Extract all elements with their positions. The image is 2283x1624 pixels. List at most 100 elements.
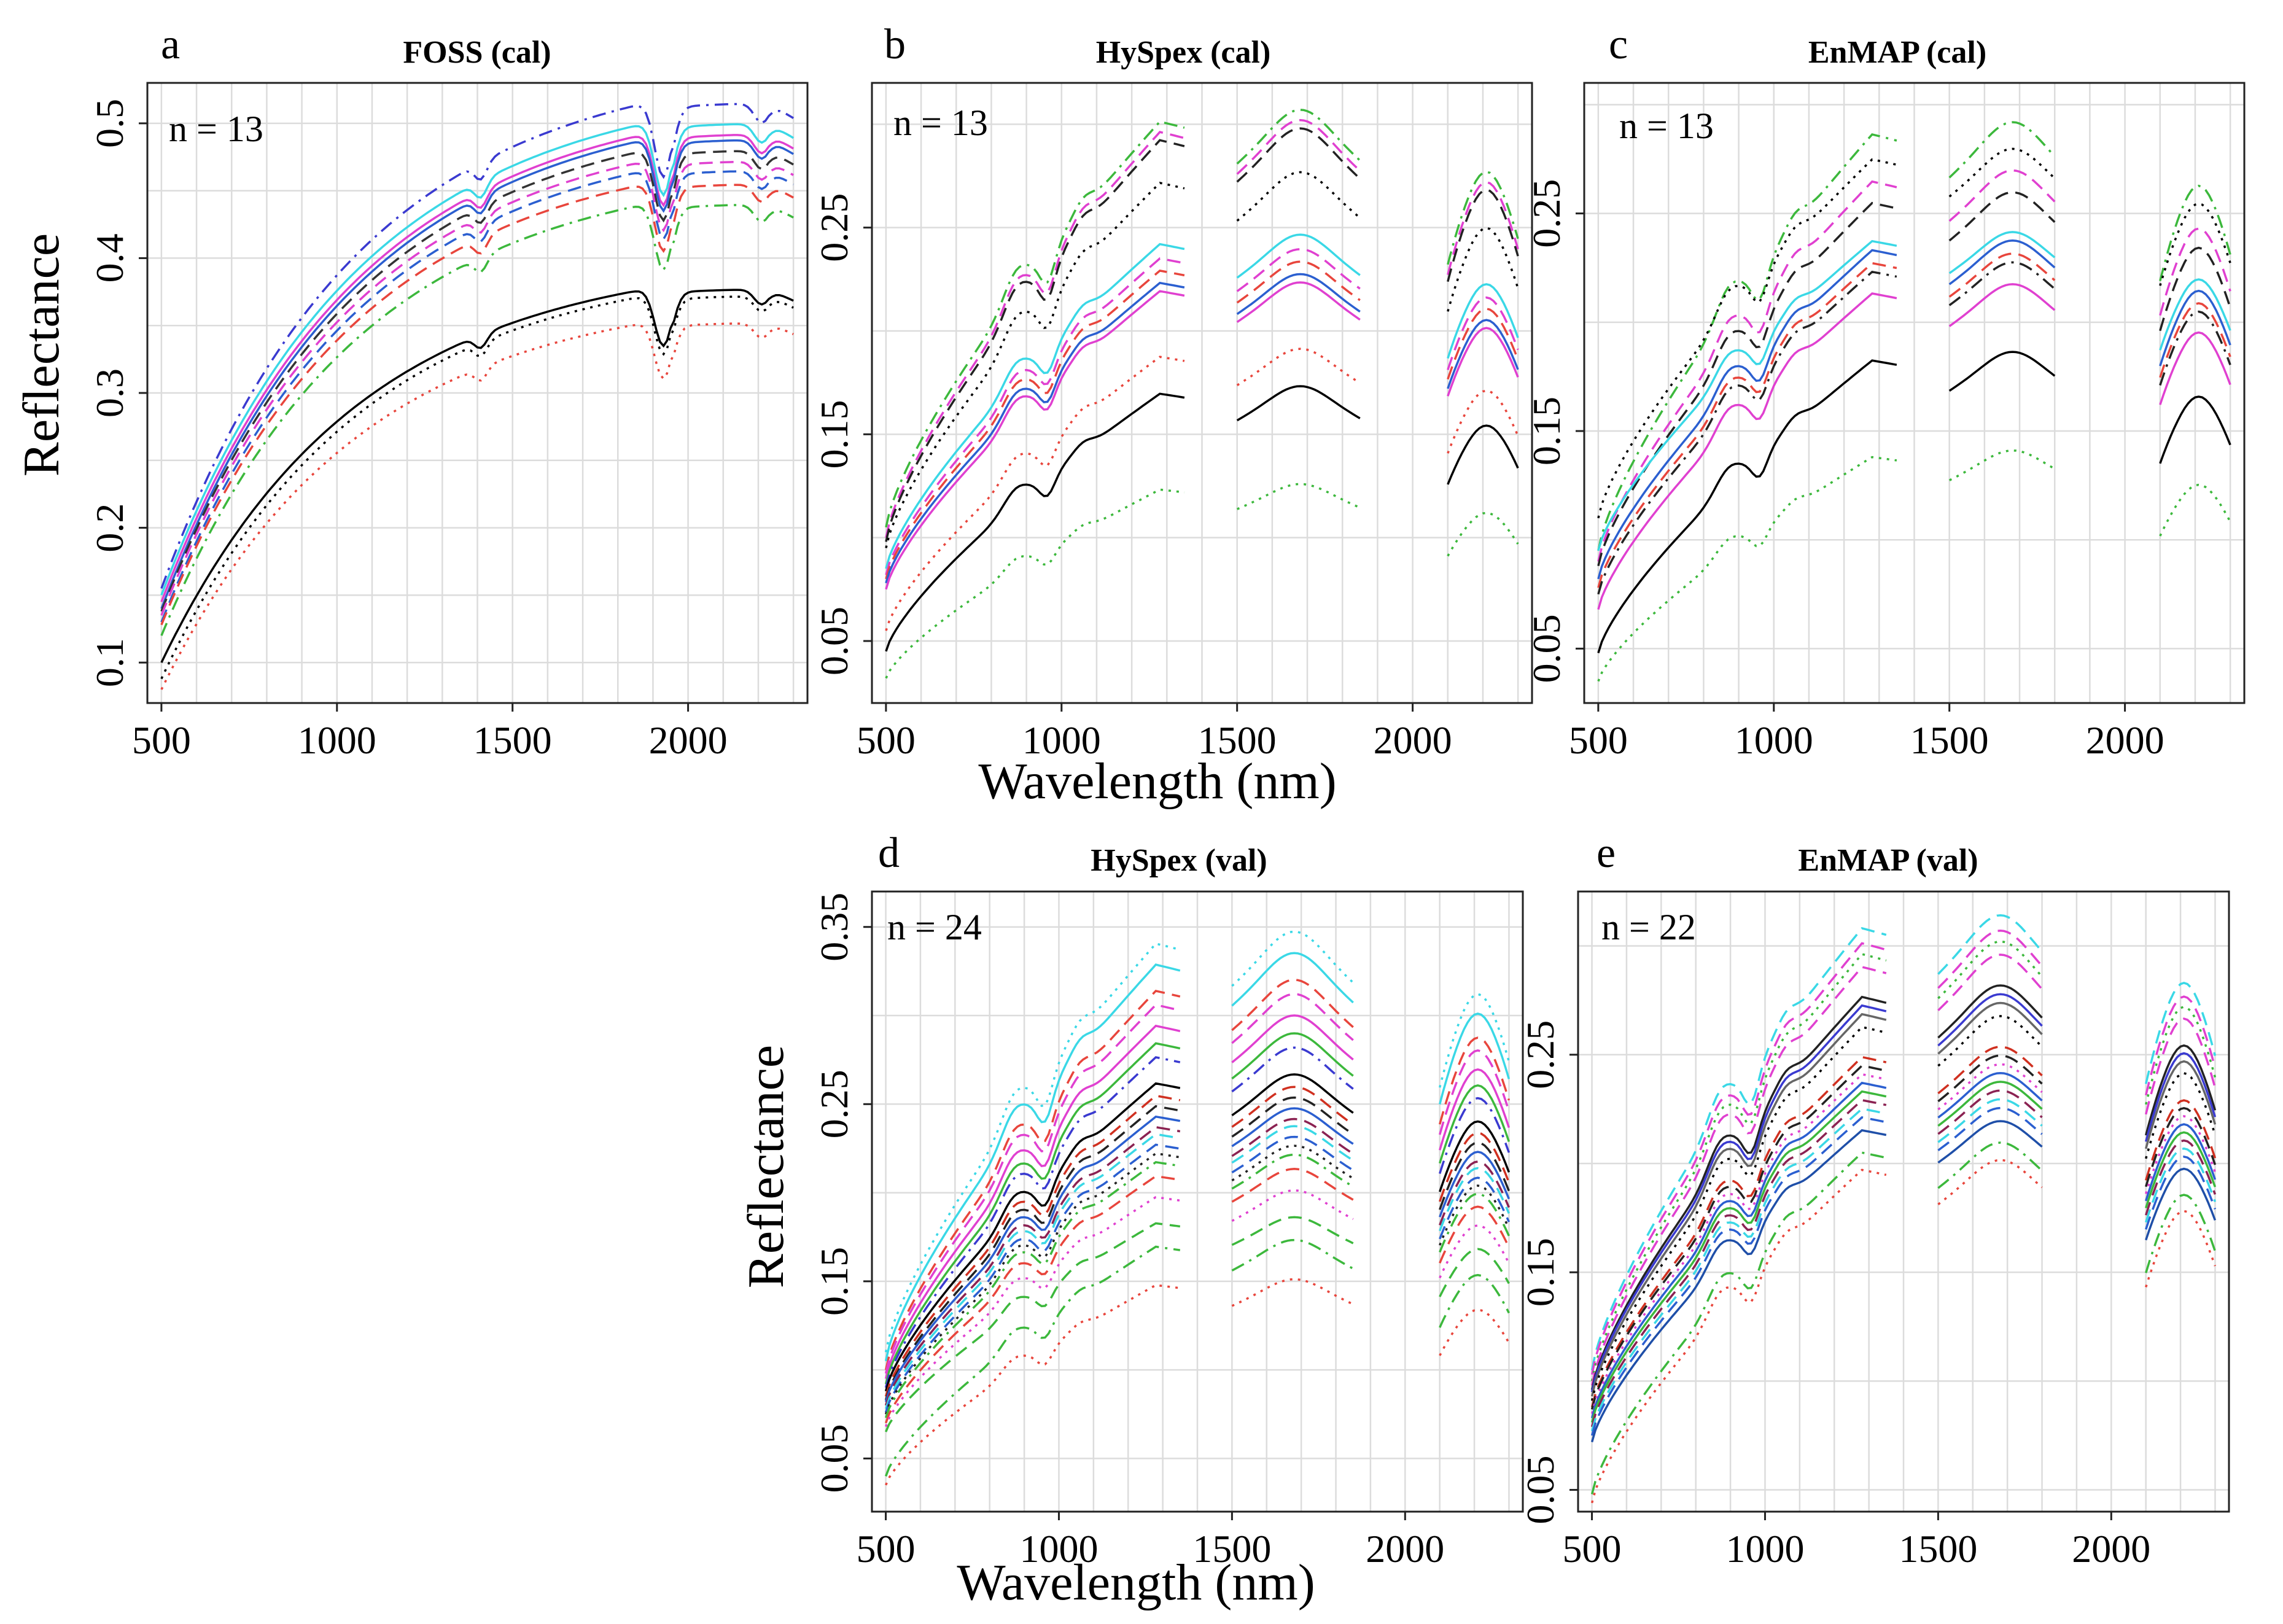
y-tick-label: 0.1 (88, 638, 131, 687)
x-tick-label: 500 (857, 718, 916, 762)
y-tick-label: 0.15 (1519, 1238, 1562, 1307)
series-line-s11 (1948, 449, 2056, 481)
series-line-s5 (2159, 278, 2231, 351)
series-line-s10 (1447, 389, 1519, 454)
panel-c-frame (1583, 82, 2246, 704)
series-line-s7 (885, 270, 1185, 580)
series-line-s3 (1937, 940, 2043, 1000)
series-line-s11 (1447, 424, 1519, 485)
series-line-s12 (1231, 1117, 1354, 1157)
y-tick-label: 0.25 (1519, 1020, 1562, 1089)
panel-a: 500 1000 1500 2000 0.1 0.2 0.3 0.4 0.5 a FOSS (c… (88, 21, 809, 762)
series-line-s7 (1948, 252, 2056, 298)
series-line-s1 (1597, 133, 1897, 551)
panel-e: 500 1000 1500 2000 0.05 0.15 0.25 e EnMAP (val… (1519, 829, 2230, 1571)
series-line-s8 (1231, 1073, 1354, 1117)
x-tick-label: 2000 (2086, 718, 2164, 762)
y-tick-label: 0.15 (812, 1247, 856, 1316)
series-line-s1 (884, 942, 1181, 1353)
series-line-s6 (2145, 1052, 2217, 1142)
series-line-s3 (1236, 127, 1361, 183)
series-line-s9 (1231, 1086, 1354, 1128)
x-tick-label: 1000 (1019, 1527, 1098, 1571)
series-line-s20 (1231, 1238, 1354, 1272)
series-line-s3 (2159, 227, 2231, 316)
panel-b: 500 1000 1500 2000 0.05 0.15 0.25 b HySpex (ca… (812, 21, 1533, 762)
series-line-s8 (1236, 273, 1361, 315)
x-axis-title-bottom: Wavelength (nm) (957, 1554, 1315, 1611)
series-line-s18 (1231, 1189, 1354, 1222)
series-line-s10 (1236, 348, 1361, 386)
series-line-s13 (884, 1133, 1181, 1410)
y-tick-label: 0.05 (812, 1424, 856, 1493)
x-tick-label: 1000 (298, 718, 376, 762)
panel-b-curves (885, 109, 1519, 679)
series-line-s6 (2159, 289, 2231, 367)
series-line-s1 (2159, 184, 2231, 282)
series-line-s16 (884, 1160, 1181, 1418)
series-line-s5 (2145, 1044, 2217, 1136)
y-tick-label: 0.05 (1525, 614, 1568, 683)
y-tick-label: 0.05 (1519, 1456, 1562, 1525)
series-line-s4 (885, 181, 1185, 548)
series-line-s9 (1236, 281, 1361, 324)
series-line-s4 (2159, 246, 2231, 332)
series-line-s11 (1236, 385, 1361, 422)
x-tick-label: 500 (1569, 718, 1628, 762)
series-line-s12 (1937, 1071, 2043, 1119)
series-line-s11 (1590, 1073, 1887, 1414)
panel-d-ticks: 500 1000 1500 2000 0.05 0.15 0.25 0.35 (812, 893, 1444, 1571)
x-tick-label: 1500 (1899, 1527, 1977, 1571)
series-line-s2 (2159, 202, 2231, 286)
panel-b-letter: b (884, 21, 906, 68)
series-line-s9 (884, 1094, 1181, 1397)
series-line-s15 (1590, 1107, 1887, 1432)
series-line-s10 (1439, 1141, 1511, 1210)
series-line-s8 (1447, 319, 1519, 389)
series-line-s1 (2144, 981, 2217, 1084)
series-line-s12 (1447, 511, 1519, 557)
panel-c-ticks: 500 1000 1500 2000 0.05 0.15 0.25 (1525, 179, 2164, 762)
series-line-s9 (1439, 1132, 1511, 1202)
series-line-s17 (2145, 1167, 2217, 1241)
series-line-s3 (885, 139, 1185, 542)
panel-e-curves (1590, 914, 2217, 1504)
series-line-s4 (1590, 965, 1887, 1386)
series-line-s10 (1590, 1064, 1887, 1410)
series-line-s3 (1597, 180, 1897, 562)
series-line-s2 (1231, 952, 1354, 1007)
series-line-s6 (1590, 1004, 1887, 1393)
panel-e-letter: e (1597, 829, 1616, 877)
series-line-s8 (1597, 270, 1897, 595)
series-line-s8 (1590, 1025, 1887, 1401)
series-line-s11 (1937, 1063, 2043, 1111)
series-line-s20 (884, 1245, 1181, 1477)
series-line-s18 (2145, 1194, 2217, 1273)
y-tick-label: 0.25 (812, 1070, 856, 1138)
series-line-s1 (1590, 927, 1887, 1370)
series-line-s3 (160, 134, 794, 602)
panel-a-curves (160, 103, 794, 690)
series-line-s11 (1439, 1151, 1511, 1218)
y-tick-label: 0.25 (1525, 179, 1568, 248)
panel-b-grid (872, 83, 1532, 703)
series-line-s19 (1937, 1159, 2043, 1205)
y-tick-label: 0.3 (88, 368, 131, 418)
series-line-s16 (1231, 1153, 1354, 1190)
series-line-s10 (885, 355, 1185, 631)
series-line-s7 (1590, 1012, 1887, 1397)
series-line-s16 (1937, 1106, 2043, 1151)
panel-c-title: EnMAP (cal) (1808, 35, 1986, 70)
series-line-s7 (1236, 260, 1361, 304)
series-line-s4 (884, 1003, 1181, 1374)
series-line-s4 (1231, 993, 1354, 1044)
series-line-s11 (884, 1115, 1181, 1402)
series-line-s6 (1231, 1032, 1354, 1080)
series-line-s14 (1590, 1098, 1887, 1428)
y-tick-label: 0.2 (88, 503, 131, 553)
series-line-s7 (1439, 1097, 1511, 1175)
series-line-s13 (1590, 1090, 1887, 1423)
y-axis-title-bottom: Reflectance (737, 1045, 795, 1288)
series-line-s3 (1590, 952, 1887, 1381)
